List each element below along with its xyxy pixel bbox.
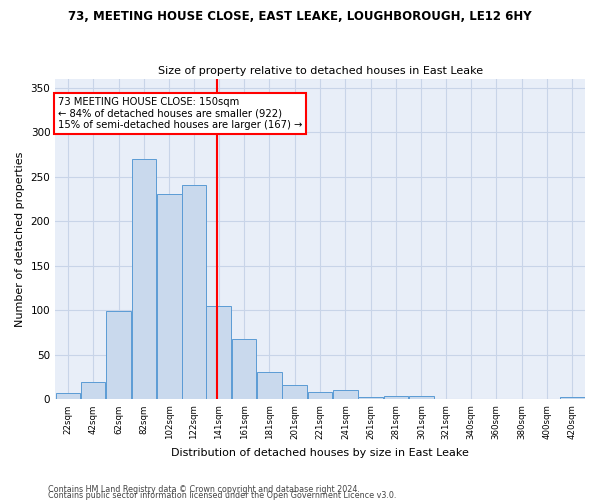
Text: 73 MEETING HOUSE CLOSE: 150sqm
← 84% of detached houses are smaller (922)
15% of: 73 MEETING HOUSE CLOSE: 150sqm ← 84% of … <box>58 97 302 130</box>
Title: Size of property relative to detached houses in East Leake: Size of property relative to detached ho… <box>158 66 482 76</box>
Bar <box>182 185 206 400</box>
Bar <box>257 372 281 400</box>
X-axis label: Distribution of detached houses by size in East Leake: Distribution of detached houses by size … <box>171 448 469 458</box>
Bar <box>206 306 231 400</box>
Bar <box>106 312 131 400</box>
Text: Contains public sector information licensed under the Open Government Licence v3: Contains public sector information licen… <box>48 491 397 500</box>
Bar <box>560 397 584 400</box>
Bar <box>358 397 383 400</box>
Bar <box>56 393 80 400</box>
Bar <box>131 159 156 400</box>
Bar <box>232 339 256 400</box>
Bar <box>157 194 182 400</box>
Bar <box>283 385 307 400</box>
Bar <box>81 382 106 400</box>
Text: Contains HM Land Registry data © Crown copyright and database right 2024.: Contains HM Land Registry data © Crown c… <box>48 484 360 494</box>
Bar <box>409 396 434 400</box>
Y-axis label: Number of detached properties: Number of detached properties <box>15 152 25 327</box>
Bar <box>384 396 409 400</box>
Text: 73, MEETING HOUSE CLOSE, EAST LEAKE, LOUGHBOROUGH, LE12 6HY: 73, MEETING HOUSE CLOSE, EAST LEAKE, LOU… <box>68 10 532 23</box>
Bar <box>333 390 358 400</box>
Bar <box>308 392 332 400</box>
